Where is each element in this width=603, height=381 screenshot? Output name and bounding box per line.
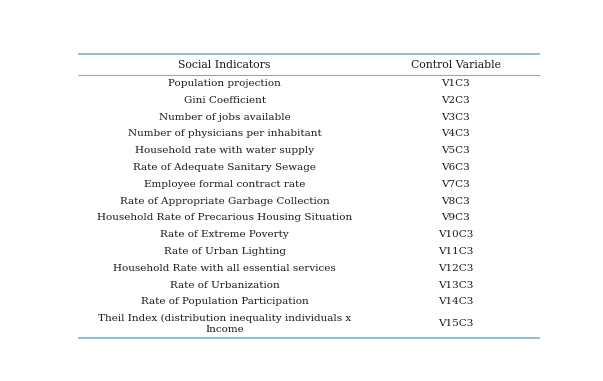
Text: Number of physicians per inhabitant: Number of physicians per inhabitant [128,130,321,138]
Text: V5C3: V5C3 [441,146,470,155]
Text: Employee formal contract rate: Employee formal contract rate [144,180,305,189]
Text: Social Indicators: Social Indicators [178,59,271,69]
Text: V8C3: V8C3 [441,197,470,206]
Text: Rate of Urban Lighting: Rate of Urban Lighting [163,247,286,256]
Text: Rate of Urbanization: Rate of Urbanization [169,280,279,290]
Text: V6C3: V6C3 [441,163,470,172]
Text: V3C3: V3C3 [441,112,470,122]
Text: V14C3: V14C3 [438,297,473,306]
Text: V12C3: V12C3 [438,264,473,273]
Text: V9C3: V9C3 [441,213,470,223]
Text: Rate of Extreme Poverty: Rate of Extreme Poverty [160,230,289,239]
Text: Rate of Appropriate Garbage Collection: Rate of Appropriate Garbage Collection [120,197,329,206]
Text: Household rate with water supply: Household rate with water supply [135,146,314,155]
Text: V11C3: V11C3 [438,247,473,256]
Text: Gini Coefficient: Gini Coefficient [183,96,266,105]
Text: Rate of Adequate Sanitary Sewage: Rate of Adequate Sanitary Sewage [133,163,316,172]
Text: V2C3: V2C3 [441,96,470,105]
Text: Household Rate of Precarious Housing Situation: Household Rate of Precarious Housing Sit… [97,213,352,223]
Text: V15C3: V15C3 [438,319,473,328]
Text: V7C3: V7C3 [441,180,470,189]
Text: Population projection: Population projection [168,79,281,88]
Text: Household Rate with all essential services: Household Rate with all essential servic… [113,264,336,273]
Text: V4C3: V4C3 [441,130,470,138]
Text: Control Variable: Control Variable [411,59,501,69]
Text: V10C3: V10C3 [438,230,473,239]
Text: Number of jobs available: Number of jobs available [159,112,291,122]
Text: Rate of Population Participation: Rate of Population Participation [140,297,309,306]
Text: V13C3: V13C3 [438,280,473,290]
Text: Theil Index (distribution inequality individuals x
Income: Theil Index (distribution inequality ind… [98,314,351,334]
Text: V1C3: V1C3 [441,79,470,88]
